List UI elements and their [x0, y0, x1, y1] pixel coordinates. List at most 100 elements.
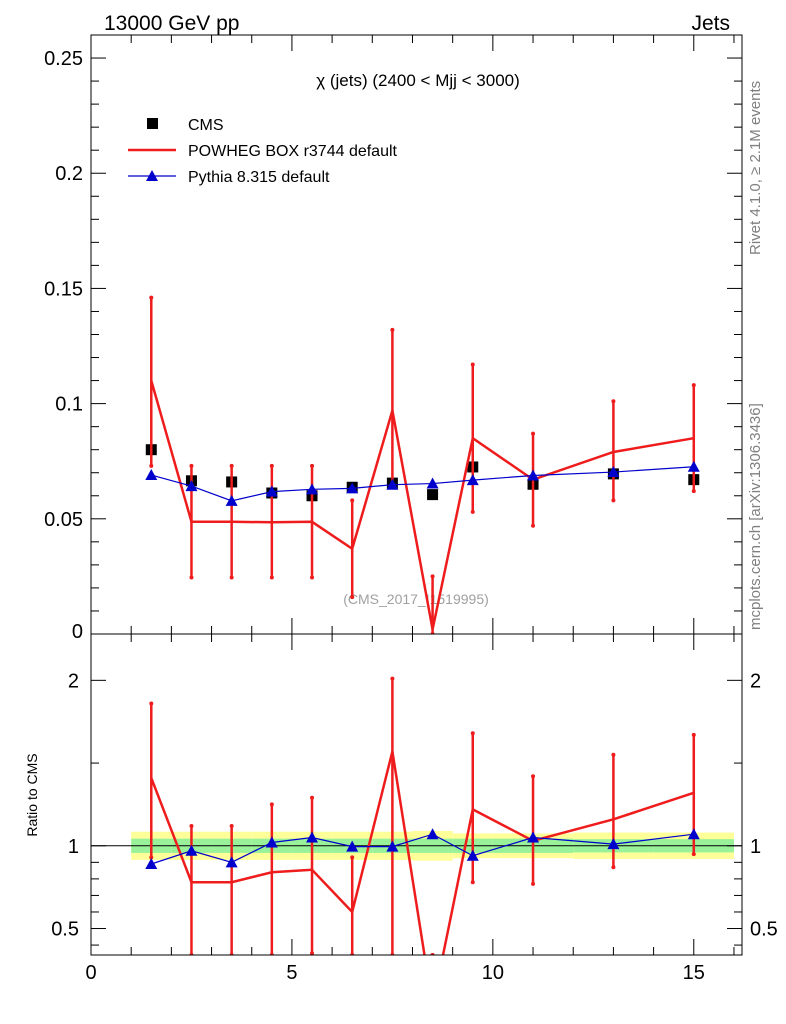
powheg-error-bar-cap-high [149, 295, 154, 300]
pythia-ratio-point [306, 831, 319, 843]
mcplots-label: mcplots.cern.ch [arXiv:1306.3436] [747, 403, 764, 630]
powheg-ratio-error-bar-cap-high [229, 823, 234, 828]
powheg-error-bar-cap-high [310, 463, 315, 468]
cms-point [427, 489, 439, 501]
pythia-ratio-point [466, 849, 479, 861]
legend-cms-marker [147, 118, 158, 129]
pythia-point [306, 483, 319, 495]
main-panel-plot [145, 295, 700, 634]
powheg-ratio-error-bar-cap-high [531, 774, 536, 779]
ratio-ylabel: Ratio to CMS [24, 753, 40, 836]
ratio-ytick-label: 1 [68, 836, 79, 858]
pythia-ratio-point [346, 840, 359, 852]
powheg-error-bar-cap-high [611, 399, 616, 404]
pythia-point [466, 474, 479, 486]
pythia-ratio-line [151, 833, 694, 865]
pythia-line [151, 466, 694, 502]
powheg-error-bar-cap-low [691, 489, 696, 494]
powheg-error-bar-cap-high [531, 431, 536, 436]
powheg-ratio-error-bar-cap-low [611, 865, 616, 870]
powheg-ratio-error-bar-cap-high [350, 855, 355, 860]
header-left-title: 13000 GeV pp [104, 12, 239, 35]
legend-pythia-label: Pythia 8.315 default [188, 169, 330, 186]
powheg-ratio-error-bar-cap-low [470, 880, 475, 885]
powheg-error-bar-cap-high [691, 383, 696, 388]
powheg-error-bar-cap-high [470, 362, 475, 367]
powheg-ratio-error-bar-cap-high [390, 676, 395, 681]
pythia-point [145, 469, 158, 481]
pythia-point [225, 494, 238, 506]
powheg-ratio-error-bar-cap-high [149, 701, 154, 706]
ratio-ytick-label: 2 [68, 670, 79, 692]
ratio-ytick-label-right: 2 [750, 670, 761, 692]
powheg-error-bar-cap-low [189, 575, 194, 580]
powheg-error-bar-cap-low [611, 498, 616, 503]
powheg-ratio-error-bar-cap-high [470, 731, 475, 736]
pythia-ratio-point [687, 828, 700, 840]
powheg-ratio-error-bar-cap-low [310, 951, 315, 955]
pythia-ratio-point [225, 856, 238, 868]
pythia-ratio-point [386, 840, 399, 852]
powheg-ratio-error-bar-cap-low [149, 855, 154, 860]
main-ytick-label: 0.1 [55, 394, 83, 416]
powheg-ratio-error-bar-cap-high [269, 802, 274, 807]
legend-cms-label: CMS [188, 117, 224, 134]
pythia-ratio-point [607, 838, 620, 850]
main-ytick-label: 0.15 [44, 278, 83, 300]
pythia-ratio-point [145, 857, 158, 869]
ratio-panel-plot [91, 676, 742, 955]
pythia-point [386, 478, 399, 490]
ratio-panel-frame [90, 633, 743, 956]
main-ytick-label: 0 [72, 621, 83, 643]
chart-title: χ (jets) (2400 < Mjj < 3000) [316, 71, 520, 90]
powheg-ratio-error-bar-cap-high [189, 823, 194, 828]
legend-pythia-marker [146, 170, 158, 181]
powheg-error-bar-cap-high [229, 463, 234, 468]
powheg-ratio-error-bar-cap-high [691, 732, 696, 737]
xtick-label: 15 [683, 962, 705, 984]
main-ytick-label: 0.25 [44, 48, 83, 70]
powheg-ratio-error-bar-cap-high [611, 752, 616, 757]
pythia-point [687, 460, 700, 472]
xtick-label: 5 [286, 962, 297, 984]
pythia-point [426, 477, 439, 489]
rivet-label: Rivet 4.1.0, ≥ 2.1M events [747, 81, 764, 255]
powheg-ratio-error-bar-cap-low [531, 881, 536, 886]
powheg-error-bar-cap-low [269, 575, 274, 580]
pythia-point [607, 466, 620, 478]
ratio-ytick-label: 0.5 [51, 919, 79, 941]
pythia-point [265, 485, 278, 497]
ratio-ytick-label-right: 1 [750, 836, 761, 858]
powheg-error-bar-cap-low [149, 463, 154, 468]
powheg-error-bar-cap-low [350, 595, 355, 600]
pythia-ratio-point [265, 836, 278, 848]
pythia-ratio-point [185, 844, 198, 856]
powheg-error-bar-cap-high [269, 463, 274, 468]
powheg-error-bar-cap-high [430, 574, 435, 579]
header-right-title: Jets [691, 12, 730, 35]
legend: CMS POWHEG BOX r3744 default Pythia 8.31… [128, 117, 398, 186]
main-ytick-label: 0.2 [55, 163, 83, 185]
powheg-error-bar-cap-high [350, 498, 355, 503]
powheg-error-bar-cap-high [189, 463, 194, 468]
powheg-error-bar-cap-low [310, 575, 315, 580]
pythia-ratio-point [527, 831, 540, 843]
pythia-point [346, 482, 359, 494]
ratio-ytick-label-right: 0.5 [750, 919, 778, 941]
powheg-error-bar-cap-high [390, 327, 395, 332]
legend-powheg-label: POWHEG BOX r3744 default [188, 143, 398, 160]
analysis-watermark: (CMS_2017_I1519995) [343, 591, 489, 607]
pythia-point [185, 480, 198, 492]
xtick-label: 10 [482, 962, 504, 984]
powheg-ratio-line [150, 751, 695, 955]
powheg-error-bar-cap-low [229, 575, 234, 580]
main-ytick-label: 0.05 [44, 509, 83, 531]
powheg-ratio-error-bar-cap-high [310, 795, 315, 800]
powheg-ratio-error-bar-cap-low [691, 852, 696, 857]
powheg-error-bar-cap-low [531, 523, 536, 528]
pythia-ratio-point [426, 828, 439, 840]
powheg-error-bar-cap-low [470, 509, 475, 514]
xtick-label: 0 [85, 962, 96, 984]
pythia-point [527, 469, 540, 481]
